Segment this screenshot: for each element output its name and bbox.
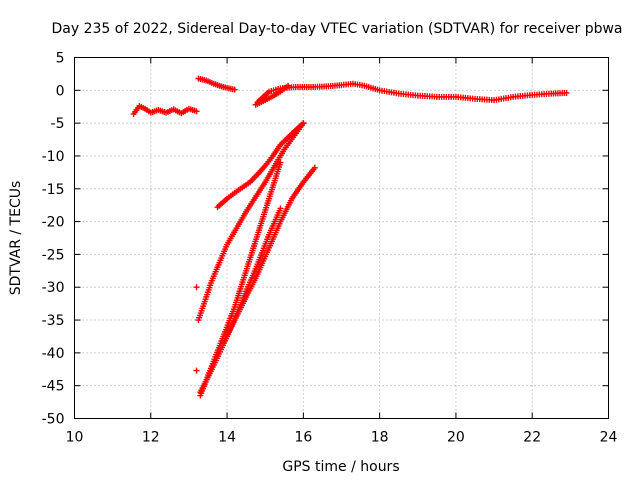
x-tick-label: 18	[371, 430, 389, 446]
x-tick-label: 24	[600, 430, 618, 446]
y-tick-label: -15	[42, 182, 65, 198]
x-tick-label: 16	[294, 430, 312, 446]
chart-title: Day 235 of 2022, Sidereal Day-to-day VTE…	[51, 21, 622, 37]
y-tick-label: -30	[42, 280, 65, 296]
x-tick-label: 22	[523, 430, 541, 446]
y-tick-label: -35	[42, 313, 65, 329]
data-point	[277, 159, 284, 166]
x-axis-label: GPS time / hours	[282, 459, 399, 475]
data-point	[300, 120, 307, 127]
series-arc-3	[254, 80, 570, 106]
y-tick-label: 0	[56, 83, 65, 99]
series-outliers	[193, 284, 200, 374]
data-point	[193, 108, 200, 115]
y-tick-label: -45	[42, 379, 65, 395]
series-arc-2	[195, 75, 238, 93]
y-tick-label: -40	[42, 346, 65, 362]
series-arc-6	[214, 120, 307, 211]
y-tick-label: 5	[56, 51, 65, 67]
data-point	[311, 164, 318, 171]
data-point	[285, 82, 292, 89]
y-tick-label: -10	[42, 149, 65, 165]
series-arc-9	[197, 205, 284, 396]
grid	[74, 57, 609, 419]
data-point	[193, 284, 200, 291]
data-series	[130, 75, 570, 399]
x-tick-label: 12	[142, 430, 160, 446]
x-tick-label: 10	[66, 430, 84, 446]
y-axis-label: SDTVAR / TECUs	[8, 181, 24, 296]
series-arc-7	[197, 159, 284, 399]
y-tick-labels: 5 0 -5 -10 -15 -20 -25 -30 -35 -40 -45 -50	[42, 51, 65, 428]
y-tick-label: -50	[42, 412, 65, 428]
data-point	[193, 367, 200, 374]
x-tick-label: 14	[218, 430, 236, 446]
data-point	[277, 205, 284, 212]
data-point	[231, 86, 238, 93]
data-point	[563, 89, 570, 96]
series-arc-1	[130, 103, 200, 117]
plot-frame	[74, 57, 609, 419]
y-tick-label: -5	[51, 116, 65, 132]
y-tick-label: -20	[42, 215, 65, 231]
series-arc-4	[252, 82, 292, 108]
x-tick-label: 20	[447, 430, 465, 446]
y-tick-label: -25	[42, 247, 65, 263]
x-tick-labels: 10 12 14 16 18 20 22 24	[66, 430, 618, 446]
